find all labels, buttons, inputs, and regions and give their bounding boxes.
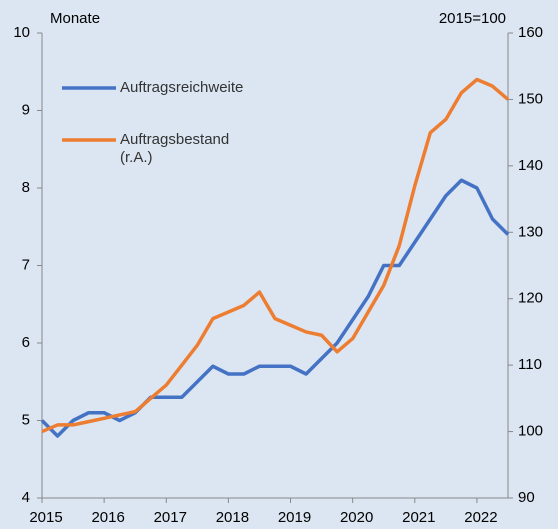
- y-tick-label: 7: [22, 256, 30, 273]
- y2-tick-label: 130: [518, 223, 543, 240]
- y2-tick-label: 120: [518, 290, 543, 307]
- legend-label: Auftragsbestand (r.A.): [120, 131, 230, 166]
- y-tick-label: 8: [22, 179, 30, 196]
- y-tick-label: 4: [22, 489, 30, 506]
- legend-label: Auftragsreichweite: [120, 79, 244, 96]
- y2-tick-label: 160: [518, 24, 543, 41]
- x-tick-label: 2022: [464, 509, 497, 526]
- series-line: [40, 178, 510, 438]
- y-tick-label: 5: [22, 411, 30, 428]
- y2-tick-label: 140: [518, 157, 543, 174]
- x-tick-label: 2019: [278, 509, 311, 526]
- x-tick-label: 2016: [91, 509, 124, 526]
- x-tick-label: 2020: [340, 509, 373, 526]
- x-tick-label: 2021: [402, 509, 435, 526]
- y-tick-label: 10: [13, 24, 30, 41]
- x-tick-label: 2017: [154, 509, 187, 526]
- y2-axis-label: 2015=100: [439, 10, 506, 27]
- x-tick-label: 2018: [216, 509, 249, 526]
- y-axis-label: Monate: [50, 10, 100, 27]
- y2-tick-label: 100: [518, 423, 543, 440]
- y2-tick-label: 110: [518, 356, 542, 373]
- series-line: [41, 77, 510, 434]
- y-tick-label: 6: [22, 334, 30, 351]
- y-tick-label: 9: [22, 101, 30, 118]
- x-tick-label: 2015: [29, 509, 62, 526]
- y2-tick-label: 150: [518, 90, 543, 107]
- y2-tick-label: 90: [518, 489, 535, 506]
